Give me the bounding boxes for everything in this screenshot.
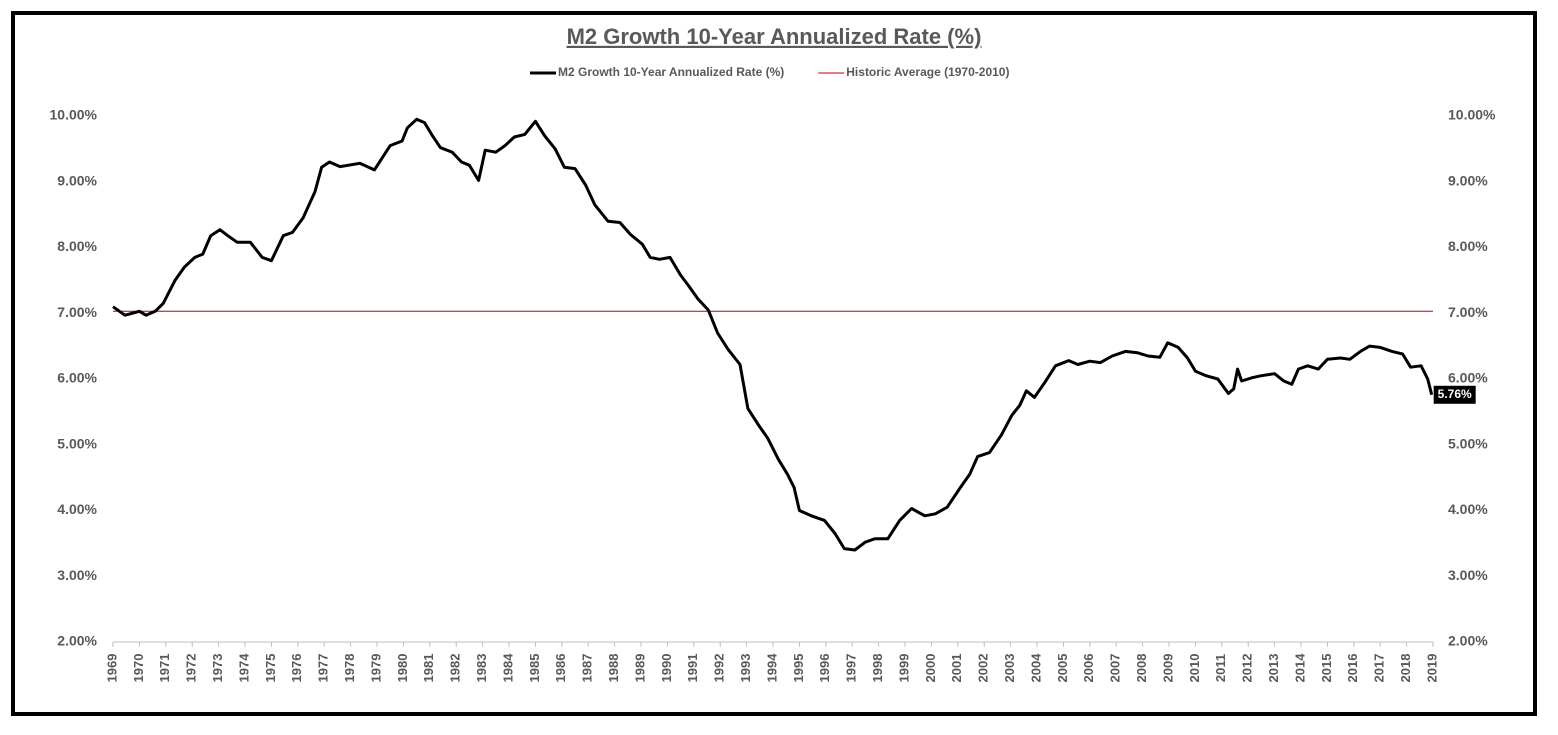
x-tick-label: 2018 xyxy=(1398,654,1413,683)
x-tick-label: 2000 xyxy=(923,654,938,683)
x-tick-label: 1982 xyxy=(448,654,463,683)
x-tick-label: 1992 xyxy=(712,654,727,683)
x-tick-label: 1991 xyxy=(685,654,700,683)
x-tick-label: 1977 xyxy=(316,654,331,683)
x-tick-label: 1995 xyxy=(791,654,806,683)
x-tick-label: 2004 xyxy=(1028,653,1043,683)
x-tick-label: 1979 xyxy=(368,654,383,683)
x-tick-label: 2011 xyxy=(1213,654,1228,682)
x-tick-label: 1994 xyxy=(764,653,779,683)
y-tick-label: 3.00% xyxy=(57,567,97,583)
series-line xyxy=(112,117,1434,552)
x-tick-label: 2009 xyxy=(1160,654,1175,683)
x-tick-label: 1980 xyxy=(395,654,410,683)
x-tick-label: 1998 xyxy=(870,654,885,683)
y2-tick-label: 6.00% xyxy=(1448,370,1488,386)
legend-label: Historic Average (1970-2010) xyxy=(846,65,1009,79)
x-tick-label: 1969 xyxy=(104,654,119,683)
y-tick-label: 2.00% xyxy=(57,633,97,649)
value-label: 5.76% xyxy=(1438,387,1472,401)
y2-tick-label: 8.00% xyxy=(1448,238,1488,254)
x-tick-label: 1984 xyxy=(500,653,515,683)
chart-title: M2 Growth 10-Year Annualized Rate (%) xyxy=(567,24,982,49)
value-label-box xyxy=(1433,385,1476,404)
x-tick-label: 2019 xyxy=(1424,654,1439,683)
y2-tick-label: 5.00% xyxy=(1448,435,1488,451)
x-tick-label: 1970 xyxy=(131,654,146,683)
x-tick-label: 2016 xyxy=(1345,654,1360,683)
x-tick-label: 1999 xyxy=(896,654,911,683)
x-tick-label: 1987 xyxy=(580,654,595,683)
y2-tick-label: 10.00% xyxy=(1448,107,1496,123)
x-tick-label: 2008 xyxy=(1134,654,1149,683)
x-tick-label: 1983 xyxy=(474,654,489,683)
y2-tick-label: 9.00% xyxy=(1448,172,1488,188)
y2-tick-label: 2.00% xyxy=(1448,633,1488,649)
x-tick-label: 1997 xyxy=(844,654,859,683)
x-tick-label: 1974 xyxy=(236,653,251,683)
y-tick-label: 8.00% xyxy=(57,238,97,254)
x-tick-label: 1985 xyxy=(527,654,542,683)
x-tick-label: 1978 xyxy=(342,654,357,683)
y-tick-label: 6.00% xyxy=(57,370,97,386)
x-tick-label: 1973 xyxy=(210,654,225,683)
x-tick-label: 2003 xyxy=(1002,654,1017,683)
x-tick-label: 2001 xyxy=(949,654,964,683)
x-tick-label: 2010 xyxy=(1187,654,1202,683)
x-tick-label: 1996 xyxy=(817,654,832,683)
y-tick-label: 5.00% xyxy=(57,435,97,451)
x-tick-label: 1975 xyxy=(263,654,278,683)
x-tick-label: 1988 xyxy=(606,654,621,683)
y2-tick-label: 3.00% xyxy=(1448,567,1488,583)
x-tick-label: 2014 xyxy=(1292,653,1307,683)
x-tick-label: 2006 xyxy=(1081,654,1096,683)
y-tick-label: 9.00% xyxy=(57,172,97,188)
legend-label: M2 Growth 10-Year Annualized Rate (%) xyxy=(558,65,784,79)
x-tick-label: 1990 xyxy=(659,654,674,683)
y-tick-label: 7.00% xyxy=(57,304,97,320)
x-tick-label: 2013 xyxy=(1266,654,1281,683)
y-tick-label: 4.00% xyxy=(57,501,97,517)
y-tick-label: 10.00% xyxy=(50,107,98,123)
x-tick-label: 2017 xyxy=(1372,654,1387,683)
x-tick-label: 2007 xyxy=(1108,654,1123,683)
x-tick-label: 1989 xyxy=(632,654,647,683)
x-tick-label: 1986 xyxy=(553,654,568,683)
legend: M2 Growth 10-Year Annualized Rate (%) His… xyxy=(530,65,1009,79)
x-tick-label: 2015 xyxy=(1319,654,1334,683)
x-tick-label: 1993 xyxy=(738,654,753,683)
x-tick-label: 2005 xyxy=(1055,654,1070,683)
x-tick-label: 2012 xyxy=(1240,654,1255,683)
x-tick-label: 1976 xyxy=(289,654,304,683)
x-tick-label: 1971 xyxy=(157,654,172,683)
y2-tick-label: 4.00% xyxy=(1448,501,1488,517)
x-tick-label: 1981 xyxy=(421,654,436,683)
y2-tick-label: 7.00% xyxy=(1448,304,1488,320)
x-tick-label: 2002 xyxy=(976,654,991,683)
chart-frame xyxy=(11,11,1537,716)
x-tick-label: 1972 xyxy=(184,654,199,683)
